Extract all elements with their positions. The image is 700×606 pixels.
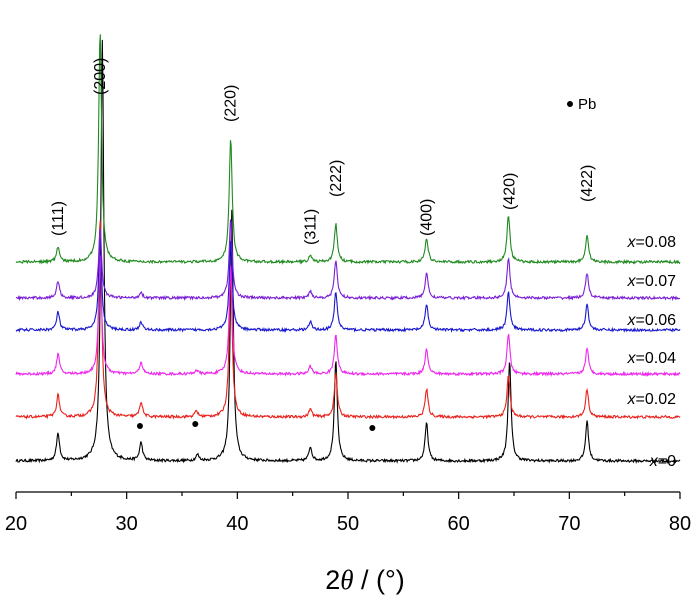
x-tick-label-80: 80 (669, 513, 691, 535)
pb-marker-0 (136, 423, 143, 429)
x-tick-label-20: 20 (5, 513, 27, 535)
marker-layer (136, 421, 376, 431)
pb-marker-1 (192, 421, 199, 427)
series-label-1: x=0.02 (627, 391, 677, 408)
series-line-4 (15, 219, 681, 302)
pb-marker-2 (369, 425, 376, 431)
peak-label-3: (311) (302, 209, 319, 245)
x-tick-label-70: 70 (558, 513, 580, 535)
series-line-2 (15, 255, 681, 378)
series-label-layer: x=0 x=0.02 x=0.04 x=0.06 x=0.07 x=0.08 (627, 234, 677, 470)
peak-label-7: (422) (579, 165, 596, 202)
trace-layer (15, 34, 681, 465)
series-label-3: x=0.06 (627, 312, 677, 329)
x-axis-title: 2θ / (°) (325, 565, 405, 595)
x-tick-label-60: 60 (448, 513, 470, 535)
series-line-1 (15, 220, 681, 420)
peak-label-5: (400) (419, 199, 436, 236)
x-tick-label-50: 50 (337, 513, 359, 535)
peak-label-4: (222) (328, 160, 345, 197)
series-label-2: x=0.04 (627, 350, 677, 367)
legend-pb-marker (567, 101, 573, 107)
x-tick-layer: 20 30 40 50 60 70 80 (5, 492, 691, 535)
series-label-5: x=0.08 (627, 234, 677, 251)
series-line-0 (15, 39, 681, 465)
series-label-0: x=0 (649, 453, 676, 470)
series-label-4: x=0.07 (627, 273, 677, 290)
peak-label-layer: (111) (200) (220) (311) (222) (400) (420) (422) (50, 58, 596, 245)
peak-label-0: (111) (50, 201, 67, 236)
peak-label-1: (200) (92, 58, 109, 95)
legend: Pb (567, 96, 596, 113)
peak-label-6: (420) (502, 173, 519, 210)
legend-pb-label: Pb (578, 96, 596, 113)
x-tick-label-30: 30 (116, 513, 138, 535)
x-tick-label-40: 40 (226, 513, 248, 535)
peak-label-2: (220) (223, 85, 240, 122)
series-line-3 (15, 237, 681, 334)
series-line-5 (15, 34, 681, 265)
